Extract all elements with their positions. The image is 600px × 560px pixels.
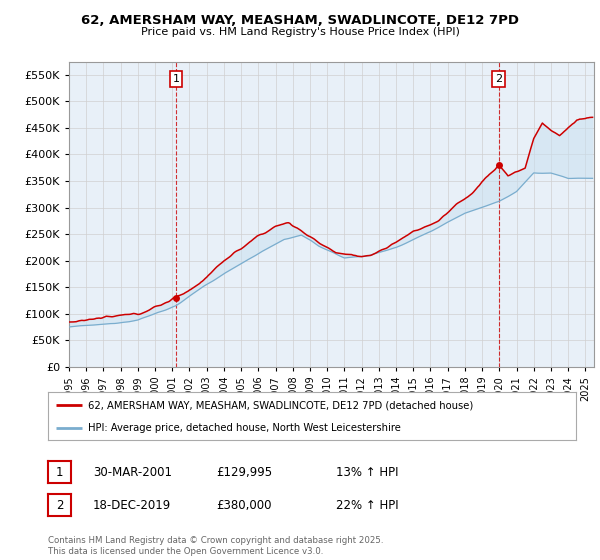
Text: £380,000: £380,000 [216,498,271,512]
Text: 30-MAR-2001: 30-MAR-2001 [93,465,172,479]
Text: HPI: Average price, detached house, North West Leicestershire: HPI: Average price, detached house, Nort… [88,423,400,433]
Text: £129,995: £129,995 [216,465,272,479]
Text: 62, AMERSHAM WAY, MEASHAM, SWADLINCOTE, DE12 7PD (detached house): 62, AMERSHAM WAY, MEASHAM, SWADLINCOTE, … [88,400,473,410]
Text: 62, AMERSHAM WAY, MEASHAM, SWADLINCOTE, DE12 7PD: 62, AMERSHAM WAY, MEASHAM, SWADLINCOTE, … [81,14,519,27]
Text: 2: 2 [495,74,502,84]
Text: Contains HM Land Registry data © Crown copyright and database right 2025.
This d: Contains HM Land Registry data © Crown c… [48,536,383,556]
Text: 18-DEC-2019: 18-DEC-2019 [93,498,171,512]
Text: 13% ↑ HPI: 13% ↑ HPI [336,465,398,479]
Text: 22% ↑ HPI: 22% ↑ HPI [336,498,398,512]
Text: Price paid vs. HM Land Registry's House Price Index (HPI): Price paid vs. HM Land Registry's House … [140,27,460,37]
Text: 1: 1 [172,74,179,84]
Text: 1: 1 [56,465,63,479]
Text: 2: 2 [56,498,63,512]
